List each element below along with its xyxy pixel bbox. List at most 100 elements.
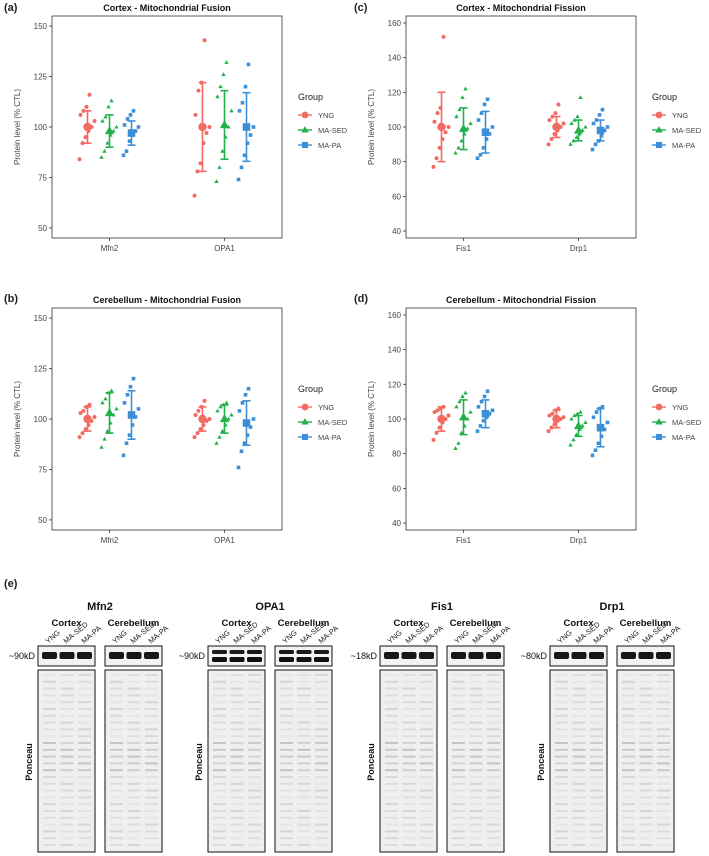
data-point — [195, 169, 200, 174]
ponceau-stripe — [213, 742, 226, 744]
ponceau-stripe — [639, 796, 653, 799]
ponceau-stripe — [127, 823, 141, 826]
legend-marker — [301, 418, 309, 425]
legend-label: YNG — [318, 403, 334, 412]
ponceau-stripe — [145, 694, 158, 697]
data-point — [569, 121, 574, 126]
chart-title: Cerebellum - Mitochondrial Fission — [446, 295, 596, 305]
data-point — [105, 140, 110, 145]
ponceau-stripe — [315, 674, 328, 676]
data-point — [83, 427, 88, 432]
x-tick-label: Fis1 — [456, 536, 472, 545]
ponceau-stripe — [487, 687, 500, 690]
lane-label: YNG — [623, 628, 641, 645]
ponceau-stripe — [402, 837, 416, 840]
ponceau-stripe — [622, 687, 635, 690]
x-tick-label: Mfn2 — [101, 536, 119, 545]
ponceau-stripe — [127, 830, 141, 833]
band — [314, 650, 329, 654]
legend-title: Group — [652, 384, 677, 394]
ponceau-stripe — [590, 714, 603, 717]
size-label: ~90kD — [179, 651, 206, 661]
legend-label: YNG — [318, 111, 334, 120]
ponceau-stripe — [487, 803, 500, 806]
ponceau-stripe — [297, 844, 311, 846]
ponceau-stripe — [213, 776, 226, 778]
ponceau-stripe — [230, 714, 244, 717]
ponceau-stripe — [230, 694, 244, 697]
mean-marker — [458, 412, 469, 421]
ponceau-stripe — [555, 789, 568, 792]
data-point — [80, 431, 85, 436]
ponceau-stripe — [248, 776, 261, 778]
ponceau-stripe — [385, 755, 398, 758]
legend-label: MA-PA — [318, 433, 341, 442]
ponceau-stripe — [572, 721, 586, 724]
data-point — [124, 441, 129, 446]
data-point — [136, 125, 141, 129]
ponceau-stripe — [469, 708, 483, 710]
ponceau-stripe — [78, 789, 91, 792]
ponceau-stripe — [213, 789, 226, 792]
data-point — [600, 405, 605, 409]
panel-label-e: (e) — [4, 578, 18, 590]
ponceau-stripe — [315, 810, 328, 812]
data-point — [84, 104, 89, 109]
ponceau-stripe — [315, 687, 328, 690]
ponceau-stripe — [43, 694, 56, 697]
ponceau-stripe — [452, 735, 465, 738]
ponceau-stripe — [385, 728, 398, 731]
ponceau-stripe — [213, 844, 226, 846]
ponceau-stripe — [622, 680, 635, 683]
ponceau-stripe — [248, 748, 261, 751]
ponceau-stripe — [572, 810, 586, 812]
data-point — [224, 60, 229, 64]
ponceau-stripe — [60, 674, 74, 676]
data-point — [593, 448, 598, 453]
ponceau-stripe — [639, 742, 653, 744]
ponceau-stripe — [145, 708, 158, 710]
data-point — [125, 392, 130, 397]
ponceau-stripe — [572, 782, 586, 785]
ponceau-stripe — [452, 796, 465, 799]
ponceau-stripe — [213, 674, 226, 676]
ponceau-stripe — [555, 816, 568, 819]
ponceau-stripe — [78, 674, 91, 676]
legend-marker — [655, 403, 663, 411]
region-label: Cerebellum — [108, 618, 160, 629]
ponceau-stripe — [127, 680, 141, 683]
ponceau-stripe — [248, 755, 261, 758]
ponceau-stripe — [248, 830, 261, 833]
band — [77, 652, 92, 659]
ponceau-stripe — [420, 748, 433, 751]
data-point — [456, 440, 461, 445]
ponceau-stripe — [43, 714, 56, 717]
ponceau-stripe — [385, 742, 398, 744]
ponceau-stripe — [572, 680, 586, 683]
band — [621, 652, 636, 659]
ponceau-stripe — [385, 735, 398, 738]
ponceau-stripe — [78, 769, 91, 772]
ponceau-stripe — [145, 680, 158, 683]
data-point — [571, 437, 576, 442]
protein-title: Mfn2 — [87, 601, 113, 613]
ponceau-stripe — [60, 694, 74, 697]
data-point — [240, 401, 245, 405]
ponceau-stripe — [43, 789, 56, 792]
data-point — [561, 121, 566, 126]
ponceau-stripe — [590, 694, 603, 697]
ponceau-stripe — [572, 844, 586, 846]
data-point — [246, 62, 251, 67]
ponceau-stripe — [230, 762, 244, 765]
ponceau-stripe — [452, 742, 465, 744]
ponceau-stripe — [213, 687, 226, 690]
ponceau-stripe — [110, 776, 123, 778]
legend-marker — [655, 141, 663, 149]
ponceau-stripe — [572, 735, 586, 738]
data-point — [83, 135, 88, 140]
mean-marker — [437, 414, 446, 424]
ponceau-stripe — [469, 769, 483, 772]
y-tick-label: 80 — [392, 158, 401, 167]
ponceau-stripe — [280, 742, 293, 744]
